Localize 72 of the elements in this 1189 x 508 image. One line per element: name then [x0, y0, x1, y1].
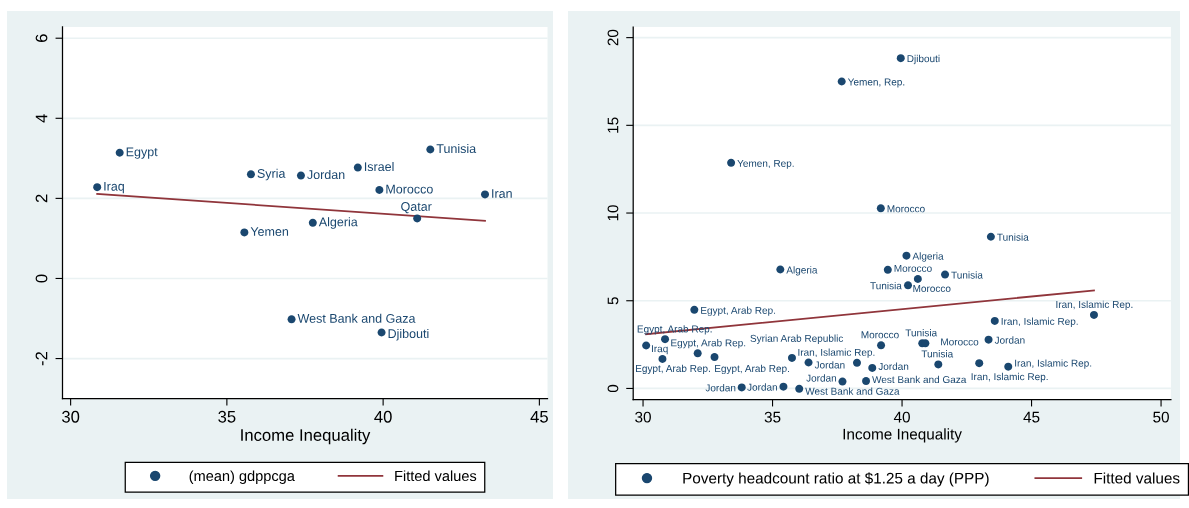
annotation: Jordan	[307, 169, 345, 180]
x-tick-label: 30	[61, 410, 80, 423]
annotation: Syria	[257, 168, 286, 181]
y-tick-label: 2	[35, 194, 48, 203]
y-tick-label: 0	[35, 274, 48, 283]
annotation: Tunisia	[921, 350, 954, 358]
annotation: Qatar	[401, 202, 432, 214]
annotation: Yemen, Rep.	[847, 78, 905, 88]
x-tick-label: 45	[1023, 411, 1040, 423]
x-tick-label: 35	[764, 411, 781, 423]
annotation: Egypt, Arab Rep.	[671, 339, 746, 349]
legend-label: Fitted values	[395, 470, 477, 482]
annotation: Jordan	[747, 383, 777, 391]
annotation: Iran	[492, 189, 512, 198]
annotation: Iran, Islamic Rep.	[798, 348, 875, 358]
x-tick-label: 50	[1153, 411, 1169, 423]
annotation: Iraq	[651, 345, 668, 355]
annotation: Egypt, Arab Rep.	[636, 364, 710, 374]
annotation: Tunisia	[905, 329, 938, 337]
annotation: Egypt, Arab Rep.	[715, 364, 789, 375]
annotation: Djibouti	[907, 54, 940, 65]
annotation: Syrian Arab Republic	[750, 334, 844, 344]
y-tick-label: 4	[35, 114, 48, 123]
annotation: Morocco	[894, 264, 932, 272]
y-tick-label: 0	[607, 384, 619, 393]
legend-label: (mean) gdppcga	[189, 470, 295, 484]
annotation: Jordan	[994, 336, 1025, 344]
annotation: Morocco	[941, 338, 979, 346]
annotation: Morocco	[913, 285, 951, 293]
annotation: Jordan	[705, 384, 736, 392]
annotation: Morocco	[887, 205, 925, 213]
annotation: Iran, Islamic Rep.	[971, 372, 1048, 383]
annotation: Yemen, Rep.	[737, 159, 794, 169]
annotation: Jordan	[806, 374, 837, 382]
annotation: West Bank and Gaza	[805, 387, 900, 395]
annotation: Djibouti	[388, 328, 429, 341]
annotation: West Bank and Gaza	[297, 313, 416, 323]
annotation: Iran, Islamic Rep.	[1056, 300, 1133, 310]
x-tick-label: 35	[218, 410, 236, 423]
legend-label: Poverty headcount ratio at $1.25 a day (PPP)	[683, 472, 989, 487]
y-tick-label: 20	[607, 29, 619, 46]
x-axis-title: Income Inequality	[843, 428, 962, 443]
annotation: Iran, Islamic Rep.	[1001, 317, 1078, 327]
y-tick-label: 10	[607, 205, 619, 221]
annotation: Israel	[364, 161, 394, 172]
y-tick-label: 15	[607, 117, 619, 133]
annotation: Egypt	[126, 147, 158, 159]
annotation: Yemen	[250, 227, 289, 236]
annotation: West Bank and Gaza	[872, 375, 967, 384]
y-tick-label: -2	[35, 351, 48, 366]
annotation: Tunisia	[436, 143, 477, 154]
annotation: Jordan	[878, 362, 909, 370]
annotation: Morocco	[386, 184, 433, 194]
y-tick-label: 5	[607, 297, 619, 305]
annotation: Algeria	[786, 266, 818, 276]
annotation: Tunisia	[951, 271, 983, 279]
x-tick-label: 40	[374, 410, 392, 423]
x-tick-label: 40	[893, 411, 910, 423]
annotation: Iraq	[104, 181, 124, 194]
annotation: Tunisia	[870, 281, 902, 290]
annotation: Iran, Islamic Rep.	[1015, 359, 1092, 369]
y-tick-label: 6	[35, 34, 48, 42]
x-tick-label: 30	[635, 411, 651, 423]
annotation: Jordan	[814, 361, 845, 369]
annotation: Tunisia	[997, 233, 1029, 241]
legend-label: Fitted values	[1094, 472, 1180, 484]
annotation: Morocco	[861, 331, 899, 339]
x-tick-label: 45	[530, 411, 548, 423]
annotation: Egypt, Arab Rep.	[701, 306, 776, 316]
annotation: Algeria	[318, 217, 358, 229]
x-axis-title: Income Inequality	[241, 428, 371, 445]
annotation: Algeria	[912, 252, 944, 262]
